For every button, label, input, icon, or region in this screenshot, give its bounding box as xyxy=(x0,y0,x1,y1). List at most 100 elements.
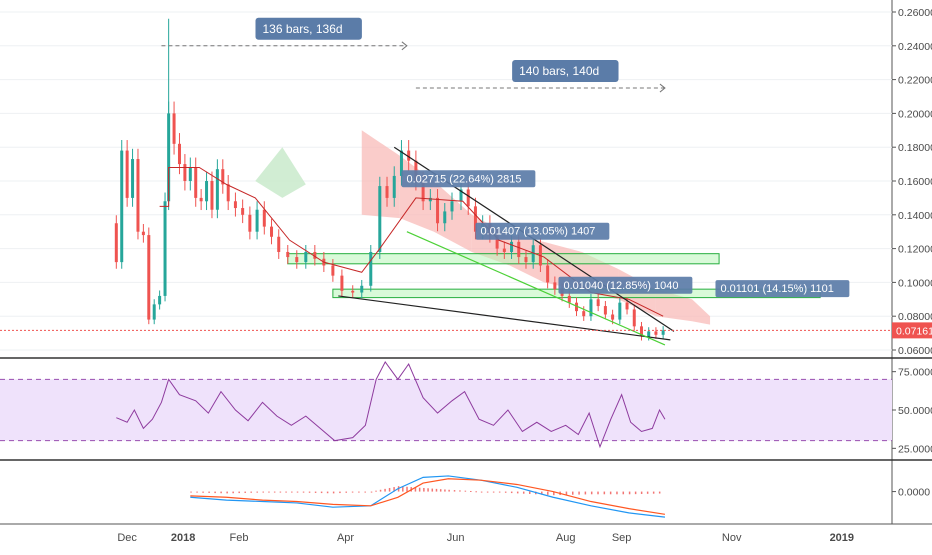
macd-histogram-bar xyxy=(572,491,574,495)
candle-body xyxy=(639,326,643,337)
candle-body xyxy=(188,167,192,181)
candle-body xyxy=(546,265,550,283)
macd-histogram-bar xyxy=(406,486,408,492)
range-badge xyxy=(255,17,362,40)
candle-body xyxy=(255,209,259,232)
macd-histogram-bar xyxy=(279,491,282,493)
x-tick-label: Jun xyxy=(447,532,465,544)
cloud-segment-green xyxy=(255,147,306,198)
macd-histogram-bar xyxy=(202,491,204,493)
candle-body xyxy=(120,150,124,263)
candle-body xyxy=(385,186,389,198)
x-tick-label: Dec xyxy=(117,532,137,544)
candle-body xyxy=(221,169,225,185)
range-badge xyxy=(512,60,619,83)
candle-body xyxy=(647,331,651,337)
baseline-line xyxy=(159,166,664,317)
macd-histogram-bar xyxy=(393,487,395,492)
candle-body xyxy=(618,302,622,320)
macd-histogram-bar xyxy=(302,491,305,493)
macd-histogram-bar xyxy=(634,491,637,495)
macd-histogram-bar xyxy=(475,491,477,493)
macd-histogram-bar xyxy=(244,491,246,493)
macd-pane: 0.0000 xyxy=(190,475,930,518)
candle-body xyxy=(369,251,373,286)
last-price-label: 0.07161 xyxy=(896,325,932,337)
macd-histogram-bar xyxy=(522,491,525,494)
x-tick-label: Aug xyxy=(556,532,576,544)
macd-histogram-bar xyxy=(553,491,555,496)
candle-body xyxy=(233,201,237,209)
candle-body xyxy=(158,295,162,305)
macd-histogram-bar xyxy=(590,491,593,495)
time-axis[interactable]: Dec 2018 Feb Apr Jun Aug Sep Nov 2019 xyxy=(117,532,854,544)
measure-badge xyxy=(715,280,850,298)
macd-histogram-bar xyxy=(196,491,198,493)
candle-body xyxy=(199,197,203,202)
macd-histogram-bar xyxy=(453,490,456,492)
candle-body xyxy=(510,241,514,252)
candle-body xyxy=(183,164,187,181)
x-tick-label: Apr xyxy=(337,532,354,544)
macd-histogram-bar xyxy=(232,491,234,494)
macd-histogram-bar xyxy=(326,491,329,494)
candle-body xyxy=(141,231,145,236)
rsi-band xyxy=(0,379,892,441)
macd-histogram-bar xyxy=(547,491,549,495)
macd-histogram-bar xyxy=(379,489,382,492)
candle-body xyxy=(567,295,571,303)
candle-body xyxy=(428,197,432,202)
candle-body xyxy=(172,113,176,144)
candle-body xyxy=(331,265,335,276)
macd-histogram-bar xyxy=(622,491,625,495)
macd-histogram-bar xyxy=(541,491,543,495)
macd-histogram-bar xyxy=(220,491,222,494)
macd-histogram-bar xyxy=(226,491,228,494)
last-price-tag xyxy=(892,322,932,339)
trend-line xyxy=(406,231,666,346)
macd-histogram-bar xyxy=(273,491,276,493)
candle-body xyxy=(421,181,425,202)
candle-body xyxy=(524,257,528,263)
macd-histogram-bar xyxy=(208,491,210,493)
candle-body xyxy=(163,201,167,296)
candle-body xyxy=(495,235,499,249)
x-tick-label: 2019 xyxy=(830,532,854,544)
macd-histogram-bar xyxy=(320,491,323,494)
candle-body xyxy=(517,241,521,258)
candle-body xyxy=(378,186,382,252)
candle-body xyxy=(603,306,607,315)
macd-histogram-bar xyxy=(332,491,335,494)
macd-histogram-bar xyxy=(214,491,216,494)
macd-histogram-bar xyxy=(262,491,264,493)
macd-histogram-bar xyxy=(584,491,587,495)
candle-body xyxy=(152,304,156,320)
cloud-segment xyxy=(692,299,711,325)
macd-histogram-bar xyxy=(256,491,258,493)
y-tick-label: 0.06000 xyxy=(898,345,932,357)
macd-histogram-bar xyxy=(486,491,489,493)
macd-histogram-bar xyxy=(291,491,293,493)
rsi-pane: 75.0000 50.0000 25.0000 xyxy=(0,361,932,455)
macd-histogram-bar xyxy=(464,490,467,492)
candle-body xyxy=(205,181,209,202)
macd-histogram-bar xyxy=(435,488,438,492)
measure-badge xyxy=(558,276,693,294)
candle-body xyxy=(295,257,299,263)
support-zone xyxy=(287,253,720,265)
macd-histogram-bar xyxy=(459,490,461,492)
candle-body xyxy=(575,302,579,312)
candle-body xyxy=(589,299,593,317)
macd-histogram-bar xyxy=(402,486,404,492)
candle-body xyxy=(304,251,308,263)
macd-histogram-bar xyxy=(528,491,531,494)
candle-body xyxy=(466,189,470,207)
candle-body xyxy=(226,184,230,202)
candle-body xyxy=(241,208,245,215)
